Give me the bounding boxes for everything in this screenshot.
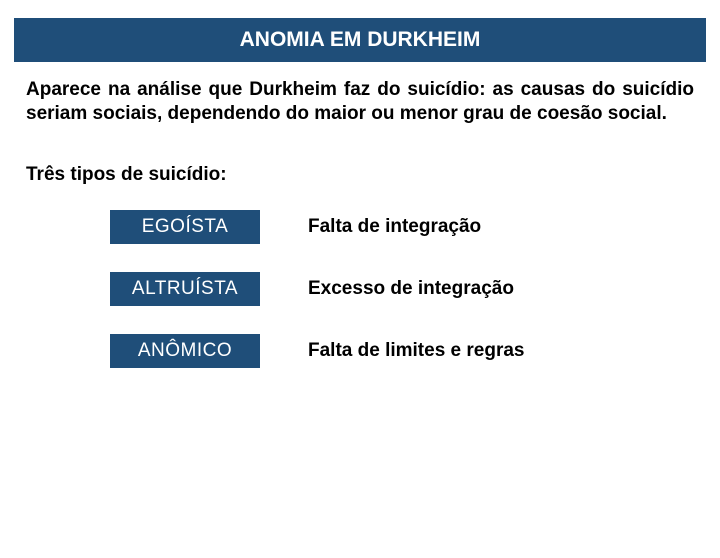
- type-desc: Falta de integração: [308, 216, 481, 237]
- type-label: ALTRUÍSTA: [132, 278, 238, 299]
- type-label: EGOÍSTA: [142, 216, 229, 237]
- type-label-box: EGOÍSTA: [110, 210, 260, 244]
- type-label-box: ANÔMICO: [110, 334, 260, 368]
- type-label: ANÔMICO: [138, 340, 232, 361]
- type-row: ALTRUÍSTA Excesso de integração: [0, 272, 720, 306]
- slide-title-text: ANOMIA EM DURKHEIM: [240, 28, 481, 51]
- types-subhead: Três tipos de suicídio:: [26, 164, 694, 186]
- type-row: EGOÍSTA Falta de integração: [0, 210, 720, 244]
- type-desc-box: Falta de limites e regras: [296, 334, 596, 368]
- type-row: ANÔMICO Falta de limites e regras: [0, 334, 720, 368]
- type-desc-box: Falta de integração: [296, 210, 596, 244]
- type-desc: Falta de limites e regras: [308, 340, 525, 361]
- type-label-box: ALTRUÍSTA: [110, 272, 260, 306]
- type-desc-box: Excesso de integração: [296, 272, 596, 306]
- slide-title-bar: ANOMIA EM DURKHEIM: [14, 18, 706, 62]
- type-desc: Excesso de integração: [308, 278, 514, 299]
- intro-paragraph: Aparece na análise que Durkheim faz do s…: [26, 78, 694, 126]
